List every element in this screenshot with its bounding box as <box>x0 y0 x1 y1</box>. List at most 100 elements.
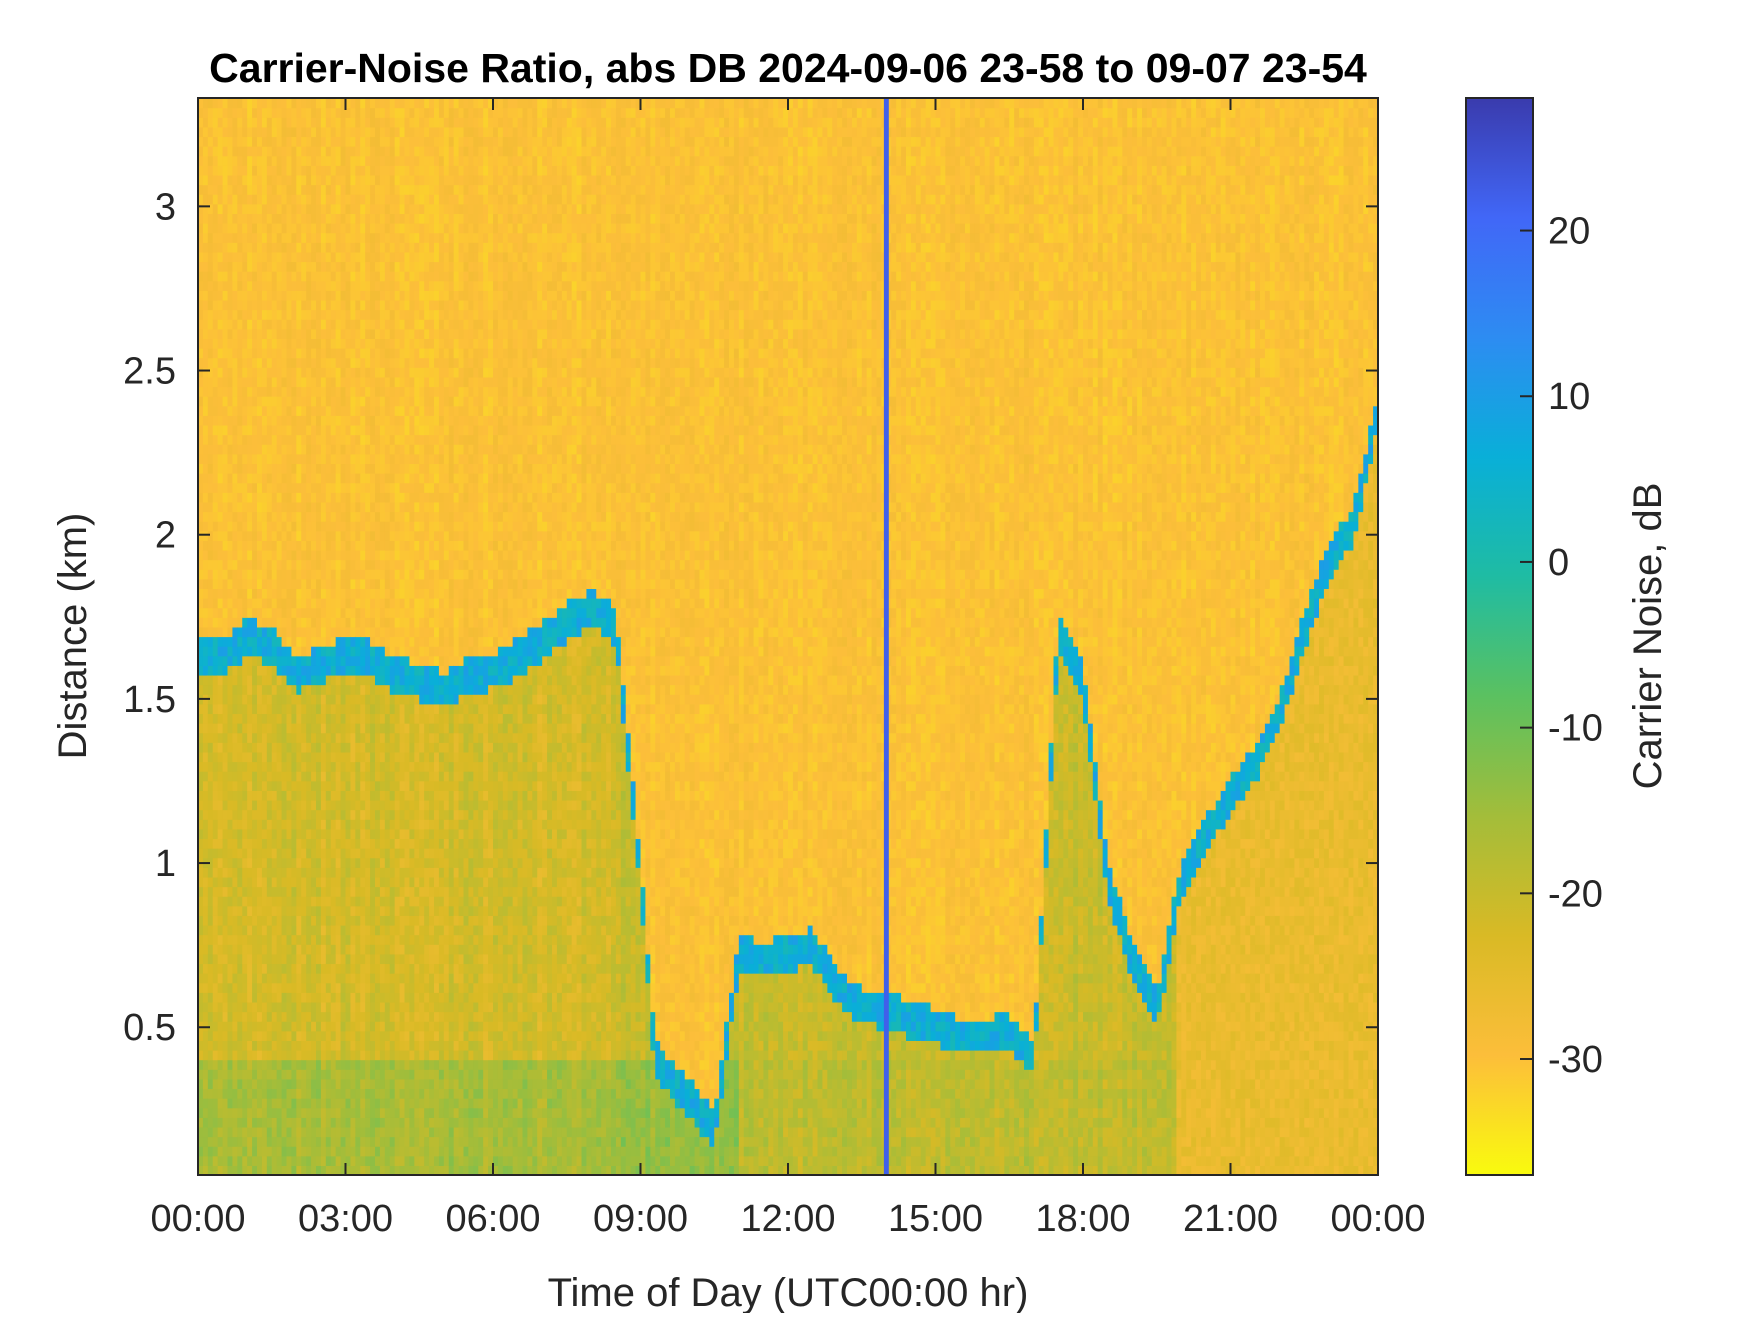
heatmap-cell <box>228 608 234 618</box>
heatmap-cell <box>414 704 420 714</box>
heatmap-cell <box>257 983 263 993</box>
heatmap-cell <box>237 819 243 829</box>
heatmap-cell <box>375 675 381 685</box>
heatmap-cell <box>257 1156 263 1166</box>
heatmap-cell <box>414 1031 420 1041</box>
heatmap-cell <box>237 810 243 820</box>
heatmap-cell <box>336 463 342 473</box>
heatmap-cell <box>326 338 332 348</box>
heatmap-cell <box>262 454 268 464</box>
heatmap-cell <box>272 925 278 935</box>
heatmap-cell <box>296 377 302 387</box>
heatmap-cell <box>296 1098 302 1108</box>
heatmap-cell <box>232 252 238 262</box>
heatmap-cell <box>321 329 327 339</box>
heatmap-cell <box>262 521 268 531</box>
heatmap-cell <box>262 550 268 560</box>
heatmap-cell <box>242 1088 248 1098</box>
heatmap-cell <box>282 377 288 387</box>
heatmap-cell <box>341 713 347 723</box>
heatmap-cell <box>301 560 307 570</box>
heatmap-cell <box>365 713 371 723</box>
heatmap-cell <box>252 1146 258 1156</box>
heatmap-cell <box>296 1156 302 1166</box>
heatmap-cell <box>203 165 209 175</box>
heatmap-cell <box>252 233 258 243</box>
heatmap-cell <box>409 925 415 935</box>
heatmap-cell <box>336 146 342 156</box>
heatmap-cell <box>301 165 307 175</box>
heatmap-cell <box>375 723 381 733</box>
heatmap-cell <box>395 281 401 291</box>
heatmap-cell <box>237 185 243 195</box>
heatmap-cell <box>326 637 332 647</box>
heatmap-cell <box>218 1002 224 1012</box>
heatmap-cell <box>203 1060 209 1070</box>
heatmap-cell <box>247 165 253 175</box>
heatmap-cell <box>223 136 229 146</box>
heatmap-cell <box>237 1088 243 1098</box>
heatmap-cell <box>287 550 293 560</box>
heatmap-cell <box>208 762 214 772</box>
heatmap-cell <box>360 665 366 675</box>
heatmap-cell <box>237 713 243 723</box>
heatmap-cell <box>272 819 278 829</box>
heatmap-cell <box>242 377 248 387</box>
heatmap-cell <box>247 194 253 204</box>
heatmap-cell <box>262 1079 268 1089</box>
heatmap-cell <box>306 1031 312 1041</box>
heatmap-cell <box>291 531 297 541</box>
heatmap-cell <box>390 1137 396 1147</box>
heatmap-cell <box>311 261 317 271</box>
heatmap-cell <box>414 1021 420 1031</box>
heatmap-cell <box>331 762 337 772</box>
heatmap-cell <box>252 98 258 108</box>
heatmap-cell <box>390 608 396 618</box>
heatmap-cell <box>360 165 366 175</box>
heatmap-cell <box>336 1156 342 1166</box>
heatmap-cell <box>228 1021 234 1031</box>
heatmap-cell <box>218 108 224 118</box>
heatmap-cell <box>375 838 381 848</box>
heatmap-cell <box>321 694 327 704</box>
heatmap-cell <box>291 646 297 656</box>
heatmap-cell <box>247 1021 253 1031</box>
heatmap-cell <box>390 271 396 281</box>
heatmap-cell <box>350 608 356 618</box>
heatmap-cell <box>237 550 243 560</box>
heatmap-cell <box>242 223 248 233</box>
heatmap-cell <box>414 925 420 935</box>
heatmap-cell <box>350 175 356 185</box>
heatmap-cell <box>262 665 268 675</box>
heatmap-cell <box>267 367 273 377</box>
heatmap-cell <box>218 521 224 531</box>
heatmap-cell <box>213 675 219 685</box>
heatmap-cell <box>203 1156 209 1166</box>
heatmap-cell <box>370 386 376 396</box>
heatmap-cell <box>232 406 238 416</box>
heatmap-cell <box>316 425 322 435</box>
heatmap-cell <box>218 646 224 656</box>
heatmap-cell <box>213 560 219 570</box>
heatmap-cell <box>242 463 248 473</box>
heatmap-cell <box>272 1060 278 1070</box>
heatmap-cell <box>247 1127 253 1137</box>
heatmap-cell <box>326 838 332 848</box>
heatmap-cell <box>291 1050 297 1060</box>
heatmap-cell <box>203 146 209 156</box>
heatmap-cell <box>218 290 224 300</box>
heatmap-cell <box>346 233 352 243</box>
heatmap-cell <box>336 560 342 570</box>
heatmap-cell <box>228 579 234 589</box>
heatmap-cell <box>409 954 415 964</box>
heatmap-cell <box>326 281 332 291</box>
heatmap-cell <box>414 675 420 685</box>
heatmap-cell <box>395 713 401 723</box>
heatmap-cell <box>405 685 411 695</box>
heatmap-cell <box>203 194 209 204</box>
heatmap-cell <box>331 261 337 271</box>
heatmap-cell <box>409 483 415 493</box>
heatmap-cell <box>405 800 411 810</box>
heatmap-cell <box>247 800 253 810</box>
heatmap-cell <box>375 762 381 772</box>
